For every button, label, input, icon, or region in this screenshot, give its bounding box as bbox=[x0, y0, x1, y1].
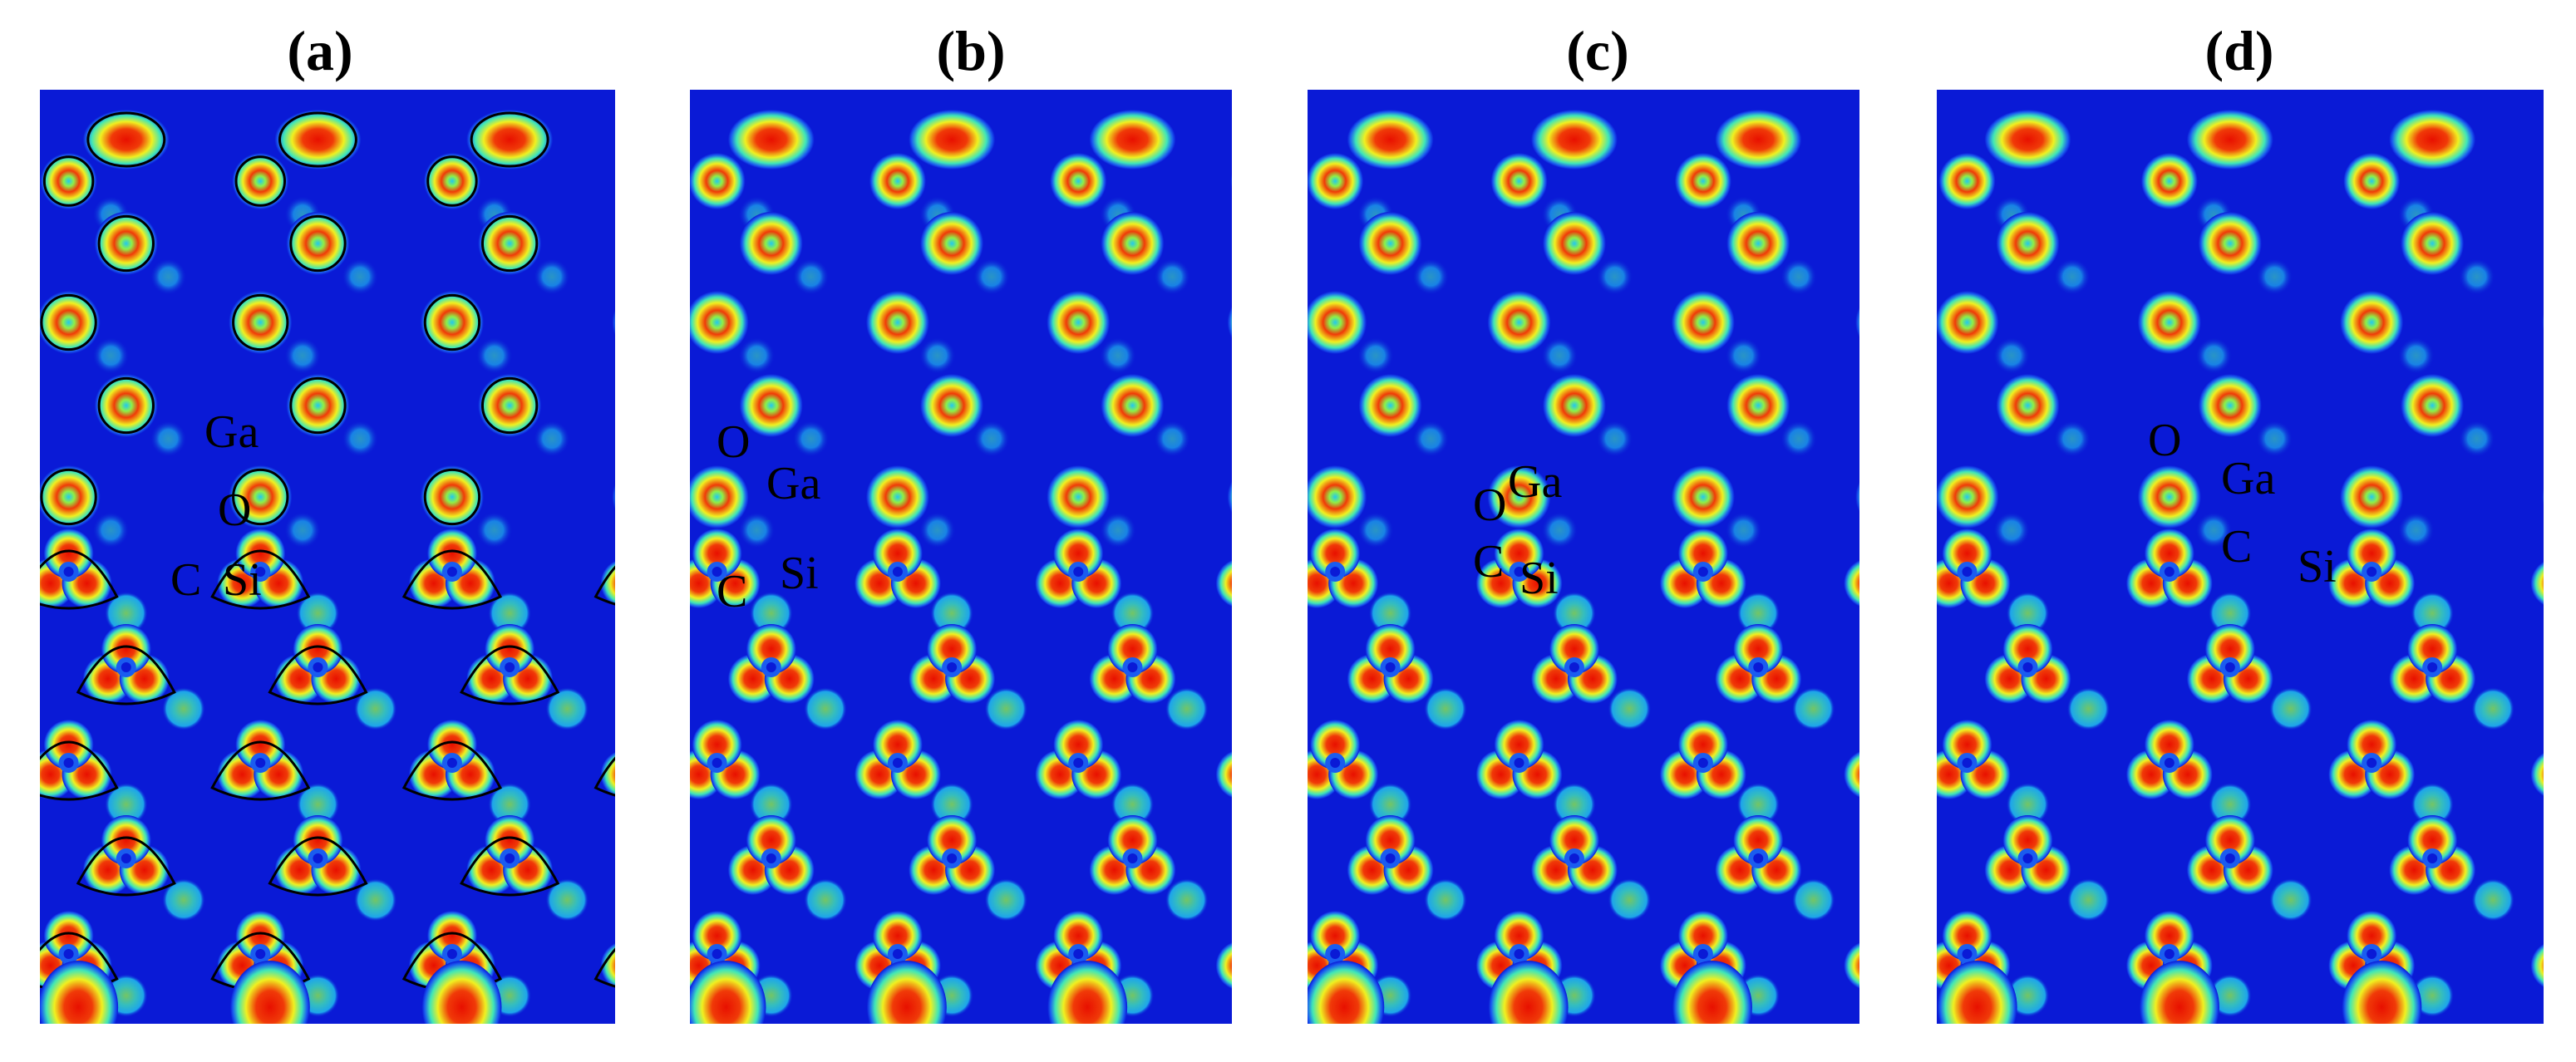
label-ga-a: Ga bbox=[204, 406, 259, 458]
label-si-a: Si bbox=[223, 554, 262, 606]
charge-density-map-d bbox=[1937, 90, 2544, 1024]
label-o-b: O bbox=[717, 416, 751, 468]
label-o-c: O bbox=[1473, 479, 1507, 531]
label-c-b: C bbox=[717, 566, 748, 617]
label-o-a: O bbox=[218, 484, 252, 536]
label-c-c: C bbox=[1473, 536, 1505, 588]
label-ga-c: Ga bbox=[1508, 456, 1563, 508]
density-plot-a bbox=[40, 90, 615, 1024]
label-c-a: C bbox=[170, 554, 202, 606]
density-plot-c bbox=[1308, 90, 1859, 1024]
label-si-b: Si bbox=[780, 548, 819, 599]
panel-title-a: (a) bbox=[287, 19, 353, 82]
label-ga-d: Ga bbox=[2221, 453, 2276, 504]
panel-title-b: (b) bbox=[936, 19, 1006, 82]
charge-density-map-c bbox=[1308, 90, 1859, 1024]
density-plot-d bbox=[1937, 90, 2544, 1024]
label-c-d: C bbox=[2221, 521, 2253, 573]
label-si-d: Si bbox=[2298, 541, 2337, 592]
panel-title-c: (c) bbox=[1566, 19, 1629, 82]
charge-density-map-a bbox=[40, 90, 615, 1024]
density-plot-b bbox=[690, 90, 1232, 1024]
label-o-d: O bbox=[2148, 415, 2182, 466]
panel-title-d: (d) bbox=[2204, 19, 2274, 82]
label-ga-b: Ga bbox=[766, 458, 821, 509]
label-si-c: Si bbox=[1519, 553, 1559, 604]
charge-density-map-b bbox=[690, 90, 1232, 1024]
